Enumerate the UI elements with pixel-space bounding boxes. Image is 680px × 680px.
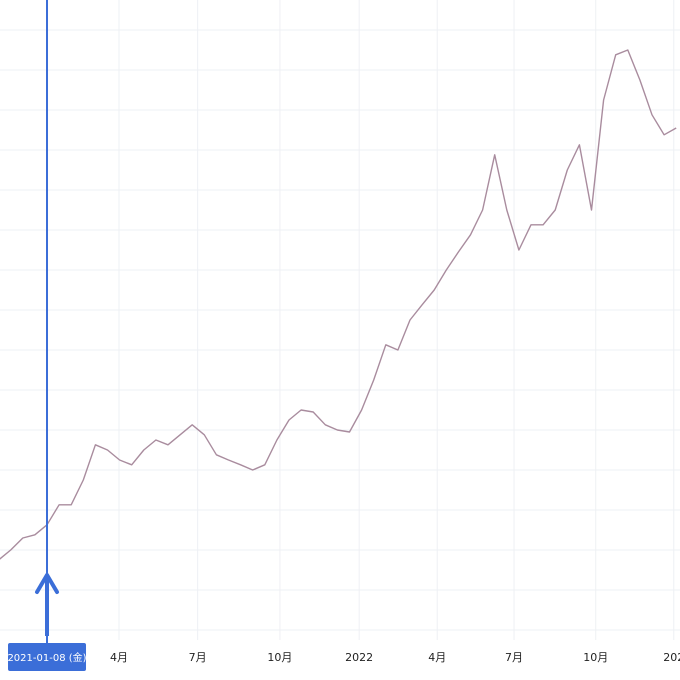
x-tick-label: 7月 <box>505 651 523 664</box>
marker-label-box <box>8 643 87 671</box>
marker-arrow <box>35 573 60 594</box>
x-tick-label: 202 <box>663 651 680 664</box>
x-tick-label: 2022 <box>345 651 373 664</box>
price-line <box>0 49 677 560</box>
x-tick-label: 4月 <box>428 651 446 664</box>
x-tick-label: 4月 <box>110 651 128 664</box>
marker-label: 2021-01-08 (金) <box>7 651 86 664</box>
x-tick-label: 10月 <box>267 651 292 664</box>
x-axis-area <box>0 640 680 680</box>
x-tick-label: 10月 <box>583 651 608 664</box>
x-tick-label: 7月 <box>189 651 207 664</box>
